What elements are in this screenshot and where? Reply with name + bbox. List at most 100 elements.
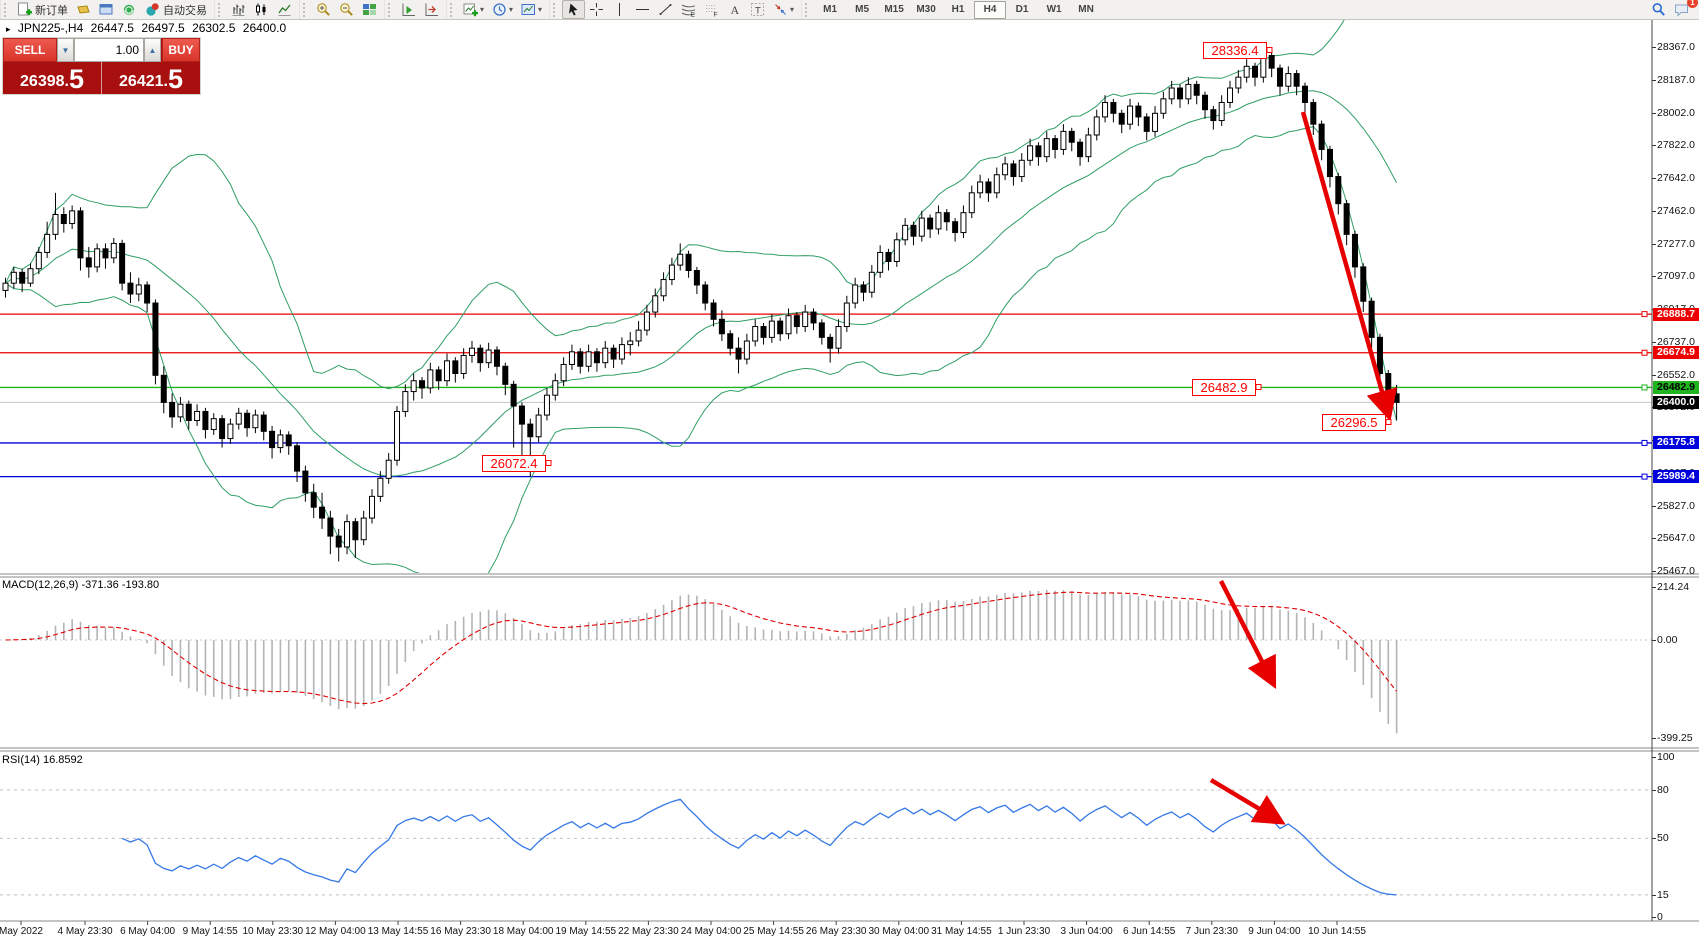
hline-button[interactable]	[631, 0, 654, 19]
timeframe-m1-button[interactable]: M1	[823, 3, 838, 15]
hline-handle[interactable]	[1641, 384, 1648, 391]
tiles-button[interactable]	[358, 0, 381, 19]
fibo-button[interactable]: E	[677, 0, 700, 19]
toolbar-drag-handle[interactable]	[303, 2, 309, 17]
chevron-down-icon[interactable]: ▾	[790, 5, 795, 14]
autotrade-label: 自动交易	[163, 4, 207, 17]
text-a-button[interactable]: A	[723, 0, 746, 19]
add-indicator-button[interactable]: ▾	[459, 0, 488, 19]
hline-handle[interactable]	[1641, 473, 1648, 480]
linechart-button[interactable]	[273, 0, 296, 19]
autotrade-button[interactable]: 自动交易	[141, 0, 211, 19]
price-annotation[interactable]: 26482.9	[1192, 379, 1256, 396]
price-tick: 25827.0	[1657, 499, 1695, 512]
timeframe-m5-button[interactable]: M5	[855, 3, 870, 15]
timeframe-m30-button[interactable]: M30	[916, 3, 936, 15]
price-tick: 26737.0	[1657, 335, 1695, 348]
collapse-icon[interactable]: ▸	[6, 24, 11, 34]
quote-line: ▸ JPN225-,H4 26447.5 26497.5 26302.5 264…	[6, 21, 290, 35]
volume-down-button[interactable]: ▼	[57, 38, 74, 62]
price-line-chip[interactable]: 26482.9	[1653, 380, 1699, 394]
toolbar-right-icons: 1	[1647, 0, 1699, 19]
macd-tick-dash	[1652, 738, 1656, 739]
sell-button[interactable]: SELL	[3, 38, 57, 62]
zoom-out-icon	[339, 2, 354, 17]
volume-input[interactable]	[74, 38, 144, 62]
signal-button[interactable]	[118, 0, 141, 19]
new-order-icon	[17, 2, 32, 17]
macd-values: -371.36 -193.80	[81, 579, 160, 591]
chevron-down-icon[interactable]: ▾	[480, 5, 485, 14]
search-button[interactable]	[1647, 0, 1670, 19]
tag-button[interactable]	[72, 0, 95, 19]
toolbar-drag-handle[interactable]	[4, 2, 10, 17]
price-tick-dash	[1652, 145, 1656, 147]
cursor-button[interactable]	[562, 0, 586, 19]
trend-arrow[interactable]	[1218, 579, 1277, 690]
price-annotation[interactable]: 26072.4	[482, 455, 546, 472]
arrows-button[interactable]: ▾	[769, 0, 798, 19]
autoscroll-button[interactable]	[397, 0, 420, 19]
hline-handle[interactable]	[1641, 311, 1648, 318]
grid-f-button[interactable]: F	[700, 0, 723, 19]
time-tick: 10 May 23:30	[242, 926, 304, 937]
time-tick: 30 May 04:00	[868, 926, 930, 937]
candles-button[interactable]	[250, 0, 273, 19]
annotation-handle[interactable]	[545, 460, 552, 466]
toolbar-drag-handle[interactable]	[553, 2, 559, 17]
toolbar-drag-handle[interactable]	[450, 2, 456, 17]
vline-button[interactable]	[608, 0, 631, 19]
rsi-tick: 50	[1657, 832, 1669, 844]
chat-button[interactable]: 1	[1670, 0, 1698, 19]
tiles-icon	[362, 2, 377, 17]
window-button[interactable]	[95, 0, 118, 19]
label-t-button[interactable]: T	[746, 0, 769, 19]
price-annotation[interactable]: 26296.5	[1322, 414, 1386, 431]
chevron-down-icon[interactable]: ▾	[538, 5, 543, 14]
zoom-out-button[interactable]	[335, 0, 358, 19]
hline-handle[interactable]	[1641, 349, 1648, 356]
period-clock-button[interactable]: ▾	[488, 0, 517, 19]
toolbar-drag-handle[interactable]	[388, 2, 394, 17]
price-tick-dash	[1652, 210, 1656, 212]
annotation-handle[interactable]	[1255, 384, 1262, 390]
hline-handle[interactable]	[1641, 439, 1648, 446]
annotation-handle[interactable]	[1266, 47, 1273, 53]
price-annotation[interactable]: 28336.4	[1203, 42, 1267, 59]
timeframe-h4-button[interactable]: H4	[974, 0, 1007, 19]
notification-badge: 1	[1687, 0, 1698, 8]
new-order-button[interactable]: 新订单	[13, 0, 72, 19]
period-clock-icon	[492, 2, 507, 17]
volume-up-button[interactable]: ▲	[144, 38, 161, 62]
toolbar-drag-handle[interactable]	[805, 2, 811, 17]
price-line-chip[interactable]: 26888.7	[1653, 307, 1699, 321]
timeframe-m15-button[interactable]: M15	[884, 3, 904, 15]
time-tick: 18 May 04:00	[492, 926, 554, 937]
buy-price[interactable]: 26421. 5	[102, 62, 200, 94]
annotation-handle[interactable]	[1385, 419, 1392, 425]
chevron-down-icon[interactable]: ▾	[509, 5, 514, 14]
price-main: 26421.	[119, 73, 168, 90]
timeframe-mn-button[interactable]: MN	[1078, 3, 1094, 15]
bars-button[interactable]	[227, 0, 250, 19]
timeframe-w1-button[interactable]: W1	[1046, 3, 1062, 15]
timeframe-d1-button[interactable]: D1	[1015, 3, 1029, 15]
trendline-button[interactable]	[654, 0, 677, 19]
rsi-tick-dash	[1652, 838, 1656, 839]
trend-arrow[interactable]	[1209, 778, 1286, 825]
timeframe-h1-button[interactable]: H1	[951, 3, 965, 15]
crosshair-button[interactable]	[585, 0, 608, 19]
price-line-chip[interactable]: 25989.4	[1653, 470, 1699, 484]
buy-button[interactable]: BUY	[162, 38, 200, 62]
shift-button[interactable]	[420, 0, 443, 19]
price-line-chip[interactable]: 26175.8	[1653, 436, 1699, 450]
rsi-tick: 80	[1657, 784, 1669, 796]
template-button[interactable]: ▾	[517, 0, 546, 19]
grid-f-icon: F	[704, 2, 719, 17]
toolbar-drag-handle[interactable]	[218, 2, 224, 17]
sell-price[interactable]: 26398. 5	[3, 62, 101, 94]
trend-arrow[interactable]	[1300, 111, 1398, 422]
price-line-chip[interactable]: 26674.9	[1653, 346, 1699, 360]
zoom-in-button[interactable]	[312, 0, 335, 19]
